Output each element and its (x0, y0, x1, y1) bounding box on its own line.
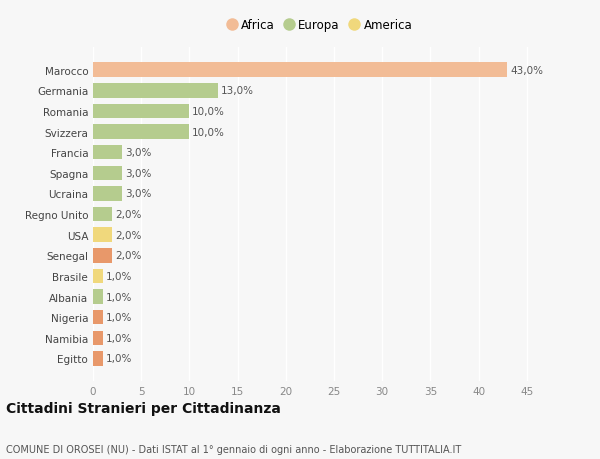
Text: 1,0%: 1,0% (106, 271, 132, 281)
Text: Cittadini Stranieri per Cittadinanza: Cittadini Stranieri per Cittadinanza (6, 402, 281, 415)
Text: 2,0%: 2,0% (115, 251, 142, 261)
Bar (93, 105, 190, 119)
Text: 10,0%: 10,0% (192, 127, 225, 137)
Text: 2,0%: 2,0% (115, 210, 142, 219)
Legend: Africa, Europa, America: Africa, Europa, America (223, 16, 416, 36)
Bar (93, 63, 508, 78)
Bar (93, 228, 112, 242)
Text: 2,0%: 2,0% (115, 230, 142, 240)
Text: 3,0%: 3,0% (125, 168, 151, 179)
Text: 1,0%: 1,0% (106, 313, 132, 323)
Text: 1,0%: 1,0% (106, 333, 132, 343)
Bar (93, 187, 122, 201)
Bar (93, 207, 112, 222)
Text: 13,0%: 13,0% (221, 86, 254, 96)
Bar (93, 310, 103, 325)
Bar (93, 290, 103, 304)
Bar (93, 166, 122, 181)
Bar (93, 146, 122, 160)
Bar (93, 248, 112, 263)
Bar (93, 269, 103, 284)
Bar (93, 84, 218, 98)
Text: 3,0%: 3,0% (125, 148, 151, 158)
Bar (93, 125, 190, 140)
Bar (93, 331, 103, 345)
Text: 43,0%: 43,0% (511, 66, 544, 76)
Text: COMUNE DI OROSEI (NU) - Dati ISTAT al 1° gennaio di ogni anno - Elaborazione TUT: COMUNE DI OROSEI (NU) - Dati ISTAT al 1°… (6, 444, 461, 454)
Text: 3,0%: 3,0% (125, 189, 151, 199)
Text: 1,0%: 1,0% (106, 353, 132, 364)
Bar (93, 352, 103, 366)
Text: 10,0%: 10,0% (192, 106, 225, 117)
Text: 1,0%: 1,0% (106, 292, 132, 302)
